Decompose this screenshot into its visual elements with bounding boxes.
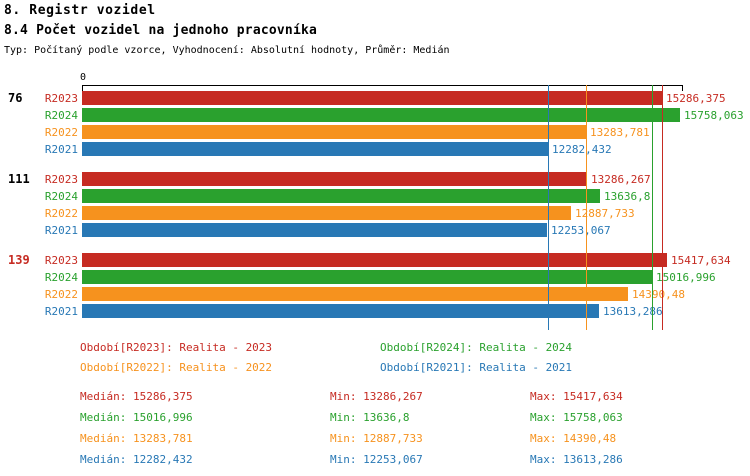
bar-row: 76 R2023 15286,375	[0, 91, 750, 105]
stat-median-R2024: Medián: 15016,996	[80, 411, 193, 424]
x-axis-tick-start	[82, 85, 83, 91]
series-label: R2023	[44, 92, 78, 105]
stat-median-R2021: Medián: 12282,432	[80, 453, 193, 466]
bar-value-label: 13636,8	[604, 189, 651, 203]
series-label: R2022	[44, 126, 78, 139]
bar-row: R2022 14390,48	[0, 287, 750, 301]
group-label: 139	[8, 253, 30, 267]
bar-value-label: 12253,067	[551, 223, 611, 237]
row-label-area: R2024	[0, 189, 82, 203]
median-line-R2024	[652, 85, 653, 330]
bar-row: R2024 15758,063	[0, 108, 750, 122]
bar-R2021	[82, 304, 599, 318]
median-line-R2023	[662, 85, 663, 330]
bar-value-label: 15286,375	[666, 91, 726, 105]
row-label-area: R2021	[0, 142, 82, 156]
bar-group: 139 R2023 15417,634 R2024 15016,996 R2022 1439…	[0, 253, 750, 318]
stat-min-R2021: Min: 12253,067	[330, 453, 423, 466]
series-label: R2024	[44, 271, 78, 284]
stats: Medián: 15286,375 Min: 13286,267 Max: 1541…	[80, 390, 750, 466]
row-label-area: R2022	[0, 206, 82, 220]
stat-min-R2024: Min: 13636,8	[330, 411, 410, 424]
stat-max-R2023: Max: 15417,634	[530, 390, 623, 403]
bar-R2022	[82, 287, 628, 301]
bar-value-label: 15758,063	[684, 108, 744, 122]
stat-median-R2022: Medián: 13283,781	[80, 432, 193, 445]
chart-meta-line: Typ: Počítaný podle vzorce, Vyhodnocení:…	[4, 45, 450, 56]
bar-chart: 0 76 R2023 15286,375 R2024 15758,063 R2022 132…	[0, 70, 750, 335]
row-label-area: R2021	[0, 304, 82, 318]
series-label: R2022	[44, 207, 78, 220]
legend-item-R2021: Období[R2021]: Realita - 2021	[380, 361, 573, 374]
bar-row: R2021 12282,432	[0, 142, 750, 156]
report-title: 8. Registr vozidel	[4, 3, 156, 18]
legend-item-R2023: Období[R2023]: Realita - 2023	[80, 341, 273, 354]
median-line-R2021	[548, 85, 549, 330]
bar-R2023	[82, 172, 587, 186]
row-label-area: 111 R2023	[0, 172, 82, 186]
bar-group: 111 R2023 13286,267 R2024 13636,8 R2022 12887,…	[0, 172, 750, 237]
bar-R2024	[82, 270, 652, 284]
chart-plot: 76 R2023 15286,375 R2024 15758,063 R2022 13283…	[0, 70, 750, 335]
series-label: R2024	[44, 109, 78, 122]
legend-item-R2024: Období[R2024]: Realita - 2024	[380, 341, 573, 354]
bar-value-label: 13283,781	[590, 125, 650, 139]
series-label: R2024	[44, 190, 78, 203]
group-label: 111	[8, 172, 30, 186]
stat-max-R2024: Max: 15758,063	[530, 411, 623, 424]
series-label: R2023	[44, 173, 78, 186]
stat-max-R2022: Max: 14390,48	[530, 432, 617, 445]
axis-origin-label: 0	[80, 72, 87, 83]
bar-value-label: 15016,996	[656, 270, 716, 284]
bar-row: R2022 13283,781	[0, 125, 750, 139]
row-label-area: R2022	[0, 287, 82, 301]
bar-R2023	[82, 91, 662, 105]
row-label-area: R2024	[0, 108, 82, 122]
bar-row: 111 R2023 13286,267	[0, 172, 750, 186]
bar-R2021	[82, 223, 547, 237]
bar-row: 139 R2023 15417,634	[0, 253, 750, 267]
stat-max-R2021: Max: 13613,286	[530, 453, 623, 466]
bar-value-label: 12887,733	[575, 206, 635, 220]
x-axis-line	[82, 85, 683, 86]
bar-value-label: 13286,267	[591, 172, 651, 186]
bar-value-label: 15417,634	[671, 253, 731, 267]
bar-R2021	[82, 142, 548, 156]
series-label: R2022	[44, 288, 78, 301]
bar-row: R2021 12253,067	[0, 223, 750, 237]
series-label: R2021	[44, 224, 78, 237]
bar-rows: 76 R2023 15286,375 R2024 15758,063 R2022 13283…	[0, 91, 750, 334]
bar-R2024	[82, 189, 600, 203]
group-label: 76	[8, 91, 23, 105]
bar-value-label: 12282,432	[552, 142, 612, 156]
chart-title: 8.4 Počet vozidel na jednoho pracovníka	[4, 23, 318, 38]
legend-item-R2022: Období[R2022]: Realita - 2022	[80, 361, 273, 374]
bar-R2024	[82, 108, 680, 122]
series-label: R2021	[44, 143, 78, 156]
bar-row: R2024 13636,8	[0, 189, 750, 203]
series-label: R2023	[44, 254, 78, 267]
bar-R2022	[82, 206, 571, 220]
row-label-area: R2022	[0, 125, 82, 139]
bar-R2022	[82, 125, 586, 139]
stat-min-R2022: Min: 12887,733	[330, 432, 423, 445]
stat-median-R2023: Medián: 15286,375	[80, 390, 193, 403]
bar-value-label: 13613,286	[603, 304, 663, 318]
row-label-area: 76 R2023	[0, 91, 82, 105]
bar-row: R2022 12887,733	[0, 206, 750, 220]
bar-row: R2024 15016,996	[0, 270, 750, 284]
row-label-area: R2024	[0, 270, 82, 284]
row-label-area: R2021	[0, 223, 82, 237]
x-axis-tick-end	[682, 85, 683, 91]
median-line-R2022	[586, 85, 587, 330]
bar-row: R2021 13613,286	[0, 304, 750, 318]
bar-R2023	[82, 253, 667, 267]
bar-group: 76 R2023 15286,375 R2024 15758,063 R2022 13283…	[0, 91, 750, 156]
row-label-area: 139 R2023	[0, 253, 82, 267]
series-label: R2021	[44, 305, 78, 318]
bar-value-label: 14390,48	[632, 287, 685, 301]
stat-min-R2023: Min: 13286,267	[330, 390, 423, 403]
legend: Období[R2023]: Realita - 2023 Období[R202…	[80, 341, 680, 374]
